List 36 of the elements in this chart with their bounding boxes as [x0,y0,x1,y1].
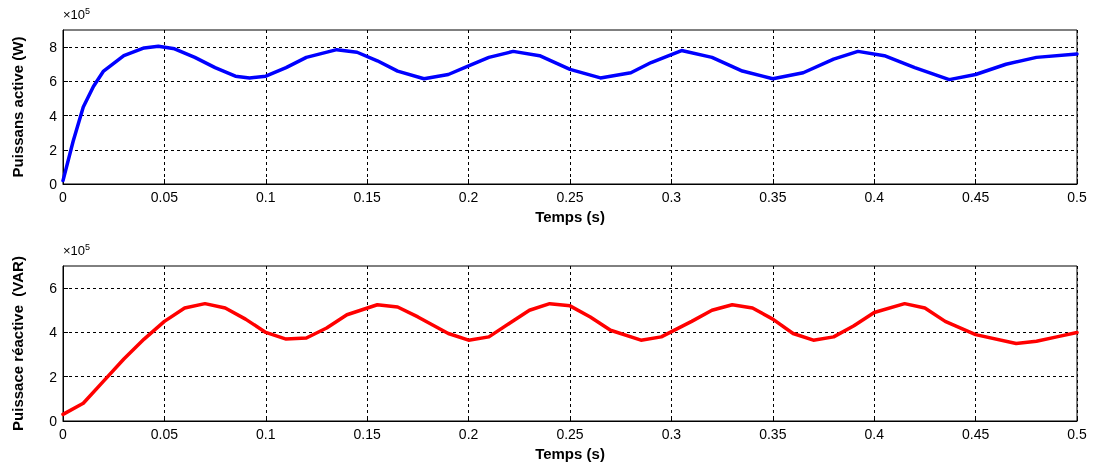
y-tick-label: 0 [49,176,58,192]
x-tick-label: 0.2 [458,189,479,205]
x-tick-label: 0.35 [759,426,787,442]
x-tick-label: 0.45 [961,426,990,442]
x-tick-label: 0.15 [353,189,382,205]
x-tick-label: 0.5 [1067,189,1087,205]
x-tick-label: 0.05 [150,189,179,205]
y-tick-label: 2 [49,141,58,158]
y-tick-label: 4 [49,324,58,341]
line-series [61,301,1079,417]
x-tick-label: 0.25 [556,189,584,205]
x-tick-label: 0.3 [661,426,682,442]
x-tick-label: 0.05 [150,426,179,442]
x-tick-label: 0.35 [759,189,787,205]
x-tick-label: 0.4 [864,189,885,205]
y-tick-label: 6 [49,73,58,90]
x-tick-label: 0.45 [961,189,990,205]
y-tick-label: 2 [49,368,58,385]
y-tick-label: 8 [49,39,58,56]
x-tick-label: 0 [59,426,68,442]
y-tick-label: 6 [49,280,58,297]
y-tick-label: 4 [49,107,58,124]
x-tick-label: 0.5 [1067,426,1087,442]
x-tick-label: 0.3 [661,189,682,205]
x-tick-label: 0.4 [864,426,885,442]
y-axis-title: Puissans active (W) [9,36,26,178]
x-axis-title: Temps (s) [535,207,605,225]
x-tick-label: 0.1 [256,189,276,205]
x-tick-label: 0.25 [556,426,584,442]
y-axis-title: Puissace réactive (VAR) [9,256,26,431]
x-tick-label: 0.2 [458,426,479,442]
y-tick-label: 0 [49,413,58,429]
x-axis-title: Temps (s) [535,444,605,462]
x-tick-label: 0 [59,189,68,205]
x-tick-label: 0.1 [256,426,276,442]
x-tick-label: 0.15 [353,426,382,442]
